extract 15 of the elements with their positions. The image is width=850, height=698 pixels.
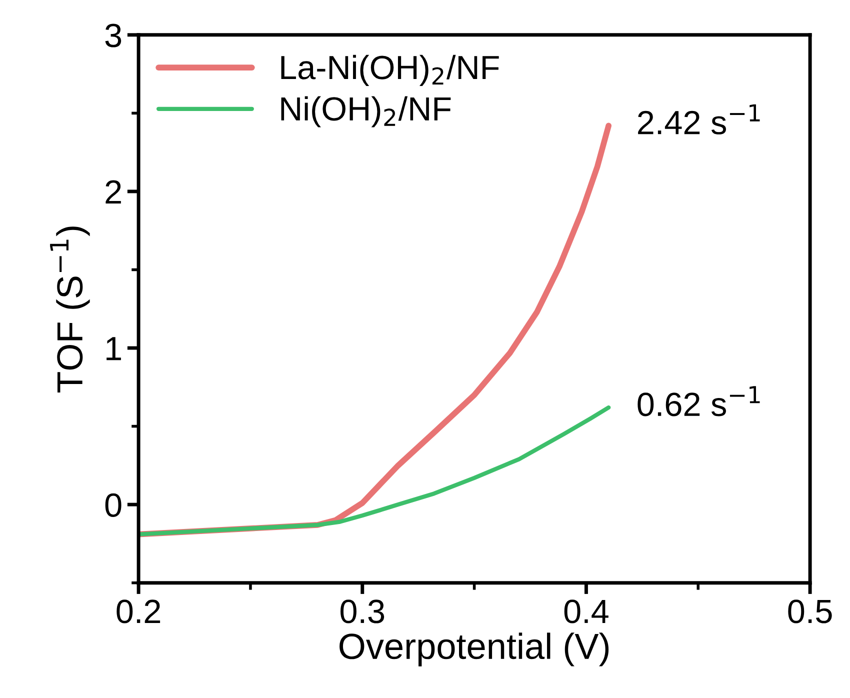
y-tick-label: 3 — [105, 24, 122, 48]
annotation: 2.42 s$^{−1}$ — [638, 104, 760, 134]
x-tick-label: 0.4 — [564, 600, 608, 624]
y-tick-label: 0 — [105, 493, 122, 517]
y-tick-label: 1 — [106, 337, 121, 360]
legend-label: Ni(OH)$_{2}$/NF — [281, 96, 451, 128]
x-tick-label: 0.3 — [340, 600, 384, 624]
line-series — [138, 405, 611, 536]
x-tick-label: 0.5 — [788, 600, 832, 624]
y-axis-title: TOF (S$^{−1}$) — [50, 226, 90, 393]
y-tick-label: 2 — [106, 180, 121, 204]
legend-label: La-Ni(OH)$_{2}$/NF — [281, 54, 499, 86]
x-axis-title: Overpotential (V) — [340, 632, 609, 666]
annotation: 0.62 s$^{−1}$ — [638, 386, 760, 416]
x-tick-label: 0.2 — [116, 600, 160, 624]
